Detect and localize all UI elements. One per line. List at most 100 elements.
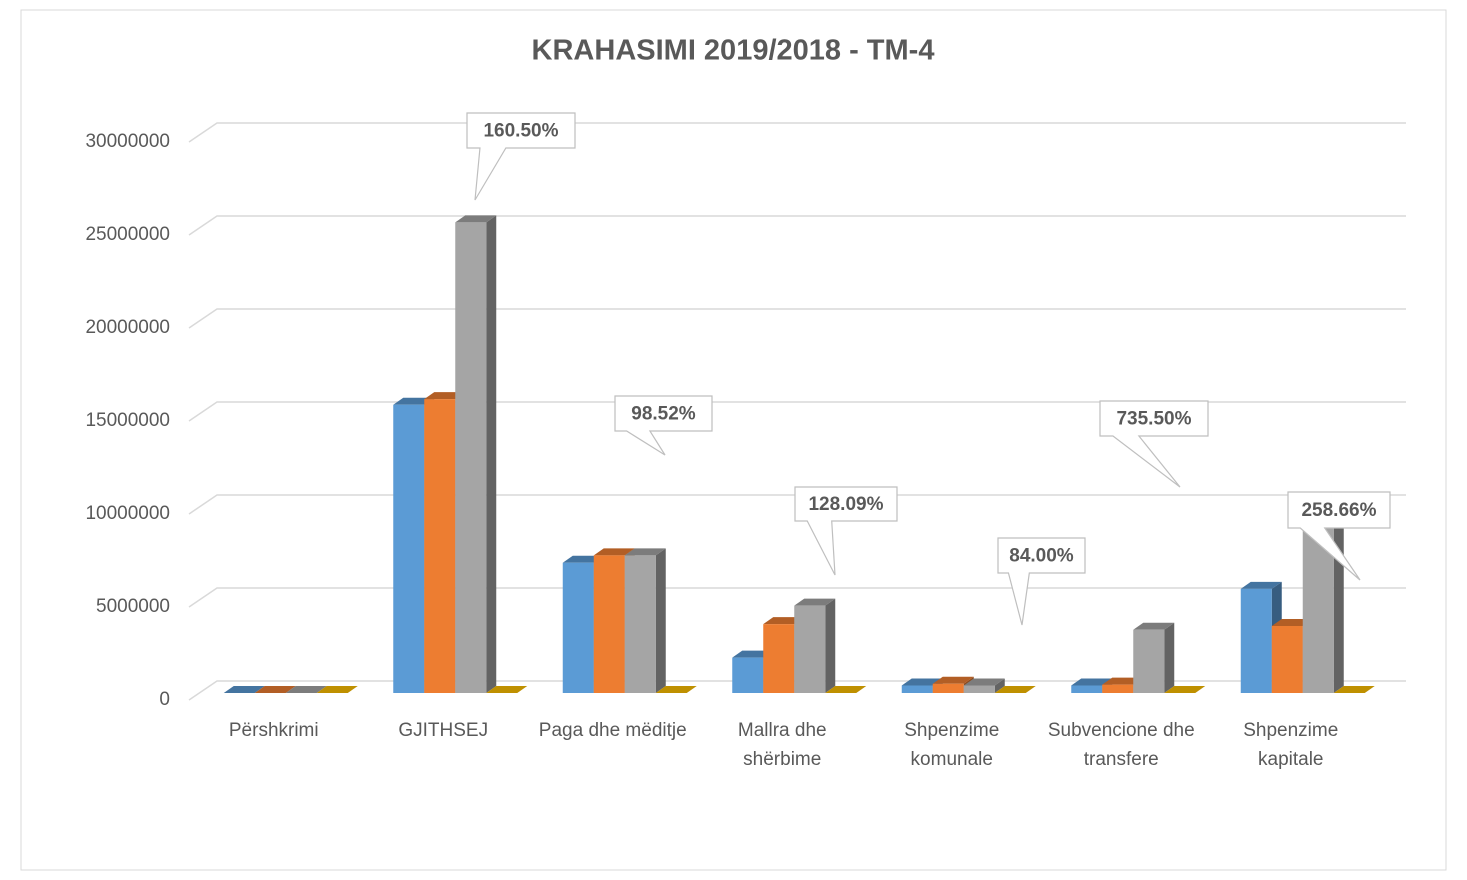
bar-face [1071,678,1113,686]
bar [486,685,528,693]
bar-face [994,678,1005,693]
bar-face [1271,626,1303,693]
y-tick-label: 30000000 [85,131,170,152]
bar [624,548,666,693]
y-tick-label: 10000000 [85,503,170,524]
bar-face [424,392,466,400]
bar-face [901,685,933,693]
bar-face [1164,622,1175,693]
bar-face [1271,619,1313,627]
bar [223,686,265,693]
data-label: 84.00% [1009,546,1074,567]
chart-border [20,9,1447,871]
data-callout [466,112,576,201]
bar-face [825,685,867,693]
y-tick-label: 15000000 [85,410,170,431]
y-tick-label: 20000000 [85,317,170,338]
y-tick-label: 5000000 [96,596,170,617]
bar [285,686,327,693]
x-tick-label: GJITHSEJ [398,720,489,741]
bar-face [1364,685,1375,693]
bar-face [655,548,666,693]
bar-face [316,686,358,693]
bar [825,685,867,693]
data-label: 258.66% [1301,500,1376,521]
bar [963,678,1005,693]
bar-face [994,685,1036,693]
data-label: 128.09% [808,494,883,515]
bar-face [1302,525,1334,693]
bar-face [285,686,327,693]
bar-face [1025,685,1036,693]
x-tick-label: Mallra dhe shërbime [737,720,827,770]
bar-face [517,685,528,693]
bar-face [655,685,697,693]
y-tick-label: 0 [159,689,170,710]
x-tick-label: Paga dhe mëditje [538,720,687,741]
bar-face [1333,685,1375,693]
data-label: 98.52% [631,404,696,425]
bar-face [932,676,974,684]
x-tick-label: Përshkrimi [228,720,319,741]
bar-face [1164,685,1206,693]
bar-face [1195,685,1206,693]
bar [316,686,358,693]
data-callout [1287,491,1391,581]
x-tick-label: Shpenzime komunale [904,720,1000,770]
bar-face [763,624,795,693]
grid-line [188,587,1406,608]
bar-face [856,685,867,693]
bar-face [732,657,764,693]
bar [655,685,697,693]
bar [1333,685,1375,693]
bar-face [901,678,943,686]
bar-face [393,404,425,693]
bar-face [1240,588,1272,693]
bar-face [963,678,1005,686]
bar-face [593,548,635,556]
grid-line [188,308,1406,329]
bar-face [794,605,826,693]
bar [1133,622,1175,693]
y-tick-label: 25000000 [85,224,170,245]
bar-face [254,686,296,693]
bar-face [1133,622,1175,630]
data-callout [997,537,1086,626]
bar-face [932,683,964,693]
bar-face [593,555,625,693]
grid-line [188,215,1406,236]
data-label: 735.50% [1116,409,1191,430]
bar [1164,685,1206,693]
grid-line [188,122,1406,143]
data-callout [614,395,713,456]
bar-face [1071,685,1103,693]
bar-face [223,686,265,693]
data-callout [1099,400,1209,488]
grid-line [188,680,1406,701]
bar [455,215,497,694]
bar-face [825,598,836,693]
bar-face [562,562,594,693]
bar-face [486,215,497,694]
bar-face [794,598,836,606]
bar-face [624,548,666,556]
bar [994,685,1036,693]
grid-line [188,401,1406,422]
bar-face [686,685,697,693]
bar-face [455,222,487,694]
bar-face [424,399,456,693]
bar-face [1240,581,1282,589]
bar [794,598,836,693]
bar-face [963,685,995,693]
chart-title: KRAHASIMI 2019/2018 - TM-4 [532,35,935,67]
bar-face [1102,677,1144,685]
x-tick-label: Subvencione dhe transfere [1047,720,1195,770]
bar-face [1102,684,1134,693]
data-label: 160.50% [483,121,558,142]
grid-line [188,494,1406,515]
data-callout [794,486,898,576]
bar-face [562,555,604,563]
bar-face [393,397,435,405]
